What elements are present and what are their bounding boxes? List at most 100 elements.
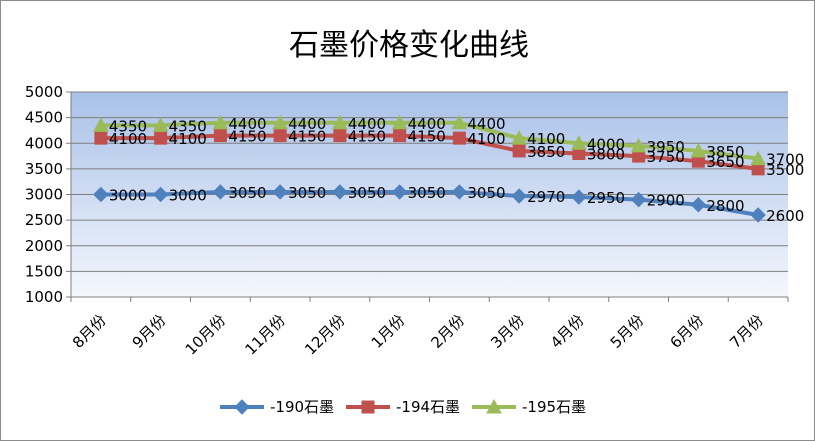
axes [66, 91, 789, 302]
y-tick-label: 2500 [25, 211, 63, 229]
data-point-marker [451, 184, 468, 200]
y-tick-label: 2000 [25, 237, 63, 255]
data-point-marker [234, 399, 250, 415]
legend-item: -194石墨 [346, 398, 460, 416]
data-label: 4100 [169, 130, 207, 148]
x-category-label: 2月份 [428, 311, 469, 352]
data-label: 4000 [587, 135, 625, 153]
x-category-label: 1月份 [368, 311, 409, 352]
x-category-label: 5月份 [607, 311, 648, 352]
data-point-marker [212, 114, 229, 130]
x-axis-category-labels: 8月份 9月份 10月份 11月份 12月份 1月份 2月份 3月份 4月份 5月份 6月份 7月份 [69, 311, 767, 358]
data-point-marker [451, 114, 468, 130]
y-tick-label: 3000 [25, 186, 63, 204]
data-label: 3850 [527, 143, 565, 161]
data-label: 4100 [109, 130, 147, 148]
data-point-marker [452, 131, 466, 145]
x-category-label: 8月份 [69, 311, 110, 352]
y-tick-label: 4500 [25, 109, 63, 127]
data-point-marker [273, 129, 287, 143]
series-2 [94, 129, 765, 176]
data-label: 3050 [288, 184, 326, 202]
data-point-marker [750, 150, 766, 166]
series-line [100, 120, 759, 161]
data-point-marker [93, 186, 109, 203]
data-label: 4400 [467, 115, 505, 133]
x-category-label: 9月份 [129, 311, 170, 352]
series-line [100, 189, 759, 217]
series-1 [93, 184, 766, 223]
data-label: 3000 [169, 187, 207, 205]
data-point-marker [152, 186, 169, 203]
series-3 [93, 114, 766, 166]
data-point-marker [213, 129, 227, 143]
data-point-marker [393, 129, 407, 143]
data-label: 3750 [647, 148, 685, 166]
y-tick-label: 5000 [25, 83, 63, 101]
data-point-marker [511, 130, 527, 145]
data-label: 4100 [467, 130, 505, 148]
data-point-marker [750, 207, 766, 223]
data-point-marker [332, 114, 348, 130]
data-label: 4400 [408, 115, 446, 133]
data-point-marker [486, 398, 502, 414]
data-point-marker [571, 135, 587, 150]
data-point-marker [391, 184, 408, 200]
data-point-marker [94, 131, 108, 145]
data-label: 4400 [348, 115, 386, 133]
data-label: 4150 [228, 128, 266, 146]
data-labels: 3000 3000 3050 3050 3050 3050 3050 2970 2950 2900… [109, 115, 804, 225]
data-label: 3500 [766, 161, 804, 179]
data-label: 4400 [228, 115, 266, 133]
data-point-marker [391, 114, 408, 130]
y-axis-tick-labels: 1000 1500 2000 2500 3000 3500 4000 4500 5000 [25, 83, 63, 306]
x-category-label: 7月份 [726, 311, 767, 352]
data-point-marker [152, 117, 169, 132]
data-point-marker [630, 191, 647, 208]
data-label: 4350 [109, 117, 147, 135]
chart-title: 石墨价格变化曲线 [289, 28, 529, 63]
data-label: 2600 [766, 207, 804, 225]
data-label: 2800 [706, 197, 744, 215]
series-line [100, 133, 759, 171]
data-point-marker [154, 131, 168, 145]
legend-label: -190石墨 [270, 398, 334, 416]
data-point-marker [332, 184, 348, 200]
legend-item: -190石墨 [220, 398, 334, 416]
data-point-marker [272, 114, 288, 130]
data-label: 3050 [348, 184, 386, 202]
data-label: 3000 [109, 187, 147, 205]
data-label: 4150 [408, 128, 446, 146]
data-label: 4100 [527, 130, 565, 148]
data-label: 2970 [527, 188, 565, 206]
legend: -190石墨 -194石墨 -195石墨 [220, 398, 586, 416]
x-category-label: 4月份 [547, 311, 588, 352]
data-label: 3050 [408, 184, 446, 202]
data-label: 2900 [647, 192, 685, 210]
legend-label: -194石墨 [396, 398, 460, 416]
x-category-label: 6月份 [667, 311, 708, 352]
data-point-marker [212, 184, 229, 200]
data-label: 3950 [647, 138, 685, 156]
y-tick-label: 1000 [25, 288, 63, 306]
data-point-marker [690, 197, 707, 213]
data-label: 3050 [228, 184, 266, 202]
data-point-marker [690, 142, 707, 158]
legend-label: -195石墨 [522, 398, 586, 416]
data-label: 3800 [587, 146, 625, 164]
y-tick-label: 4000 [25, 134, 63, 152]
x-category-label: 12月份 [301, 311, 348, 358]
data-label: 4150 [348, 128, 386, 146]
data-label: 3850 [706, 143, 744, 161]
x-category-label: 10月份 [182, 311, 229, 358]
data-label: 3650 [706, 153, 744, 171]
x-category-label: 3月份 [487, 311, 528, 352]
data-label: 4150 [288, 128, 326, 146]
data-point-marker [630, 137, 647, 153]
data-point-marker [571, 189, 587, 205]
data-label: 3700 [766, 151, 804, 169]
data-point-marker [272, 184, 288, 200]
legend-item: -195石墨 [472, 398, 586, 416]
